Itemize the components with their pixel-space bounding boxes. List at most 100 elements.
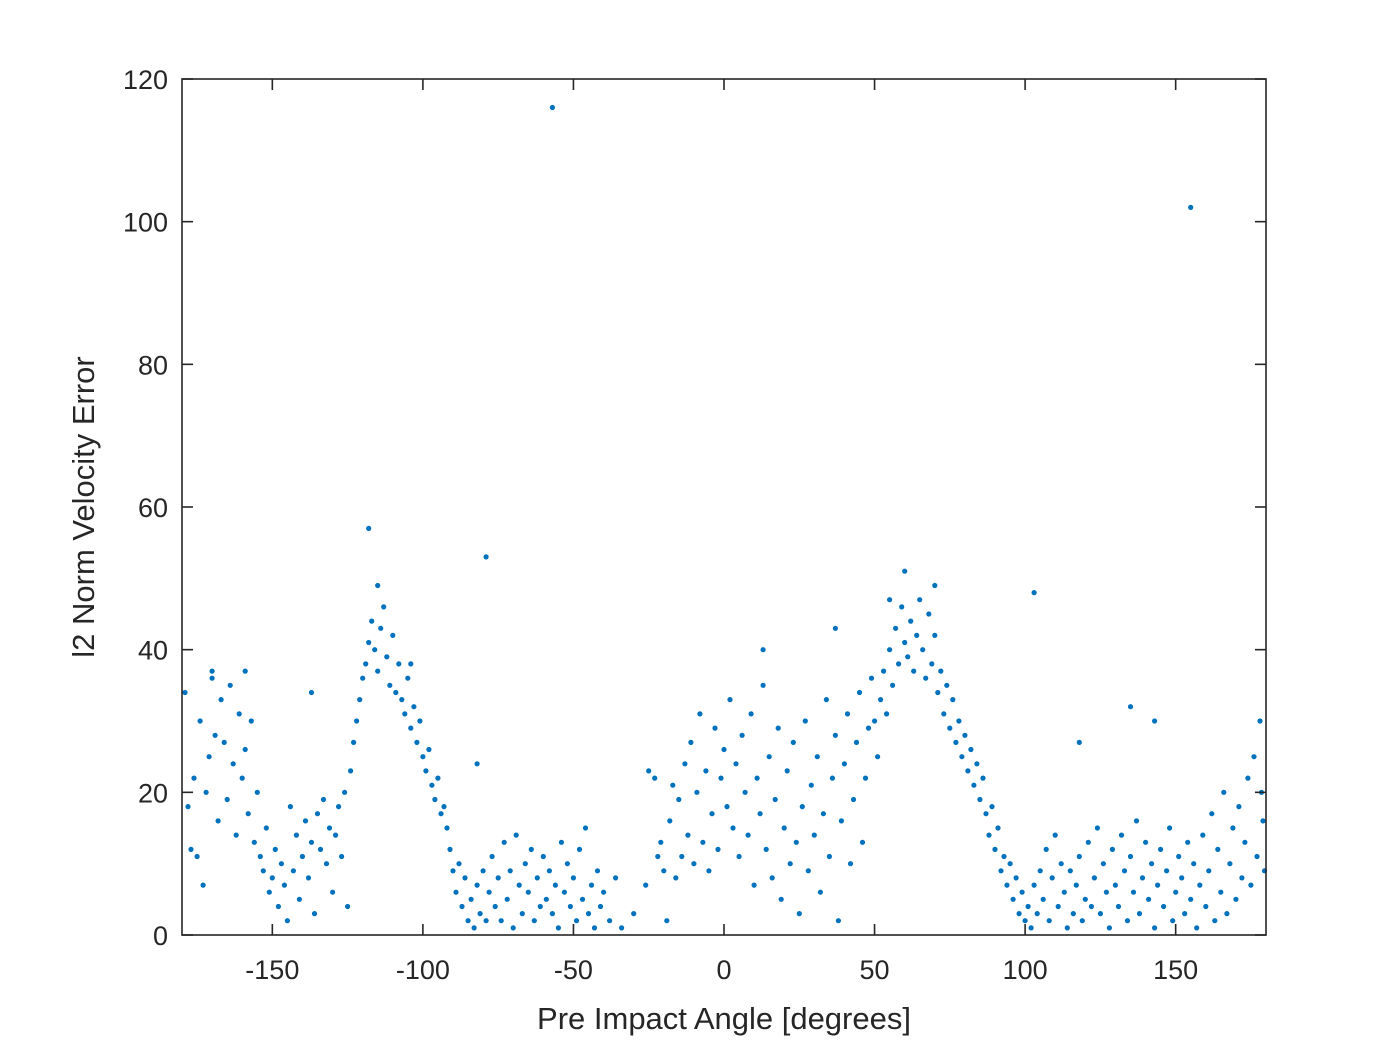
data-point (1155, 882, 1161, 888)
data-point (730, 825, 736, 831)
data-point (209, 675, 215, 681)
data-point (326, 825, 333, 831)
data-point (896, 661, 902, 667)
data-point (926, 611, 932, 617)
data-point (305, 875, 312, 881)
data-point (688, 739, 694, 746)
data-point (865, 725, 872, 731)
data-point (902, 639, 908, 646)
data-point (275, 903, 281, 910)
data-point (893, 625, 899, 631)
data-point (519, 911, 525, 917)
data-point (1046, 918, 1052, 924)
data-point (242, 668, 248, 674)
data-point (203, 789, 209, 795)
data-point (510, 925, 516, 931)
data-point (302, 818, 309, 824)
data-point (333, 832, 339, 838)
data-point (537, 903, 543, 910)
data-point (498, 918, 504, 924)
data-point (296, 896, 302, 902)
data-point (1076, 739, 1082, 746)
data-point (950, 697, 956, 703)
data-point (914, 632, 920, 639)
data-point (1112, 882, 1118, 888)
data-point (941, 711, 947, 717)
data-point (224, 796, 230, 803)
data-point (426, 746, 432, 753)
data-point (932, 582, 938, 589)
data-point (962, 732, 968, 738)
data-point (1218, 889, 1224, 895)
data-point (1170, 918, 1176, 924)
data-point (697, 711, 703, 717)
data-point (923, 675, 929, 681)
data-point (887, 647, 893, 653)
data-point (1152, 925, 1158, 931)
data-point (772, 796, 778, 803)
data-point (573, 918, 580, 924)
data-point (582, 825, 589, 831)
data-point (607, 918, 613, 924)
data-point (902, 568, 908, 574)
data-point (594, 868, 601, 874)
data-point (929, 661, 935, 667)
data-point (992, 846, 998, 853)
data-point (459, 903, 465, 910)
data-point (185, 804, 191, 810)
data-point (748, 711, 754, 717)
x-axis-title: Pre Impact Angle [degrees] (537, 1001, 911, 1036)
data-point (1188, 204, 1194, 210)
data-point (703, 768, 709, 774)
data-point (619, 925, 625, 931)
data-point (432, 796, 438, 803)
x-tick-label: 0 (716, 955, 731, 985)
data-point (1167, 825, 1173, 831)
data-point (209, 668, 215, 674)
data-point (456, 861, 462, 867)
data-point (251, 839, 257, 845)
data-point (215, 818, 221, 824)
data-point (591, 925, 598, 931)
data-point (847, 861, 854, 867)
data-point (366, 525, 372, 532)
data-point (733, 761, 739, 767)
data-point (576, 846, 583, 853)
data-point (676, 796, 682, 803)
data-point (339, 853, 345, 860)
data-point (995, 825, 1001, 831)
data-point (965, 768, 971, 774)
data-point (212, 732, 218, 738)
data-point (751, 882, 757, 888)
data-point (1076, 853, 1082, 860)
data-point (667, 818, 673, 824)
data-point (330, 889, 336, 895)
data-point (513, 832, 519, 838)
data-point (278, 861, 284, 867)
data-point (558, 839, 565, 845)
data-point (408, 661, 414, 667)
data-point (182, 689, 188, 696)
data-point (1158, 846, 1164, 853)
data-point (652, 775, 658, 781)
data-point (387, 682, 393, 688)
data-point (522, 861, 528, 867)
x-tick-label: -150 (245, 955, 299, 985)
data-point (694, 789, 700, 795)
data-point (1004, 882, 1010, 888)
data-point (1118, 832, 1125, 838)
data-point (378, 625, 384, 631)
data-point (308, 689, 315, 696)
data-point (920, 647, 926, 653)
data-point (495, 875, 501, 881)
data-point (736, 853, 742, 860)
data-point (348, 768, 354, 774)
data-point (724, 804, 730, 810)
data-point (1176, 853, 1182, 860)
data-point (272, 846, 278, 853)
data-point (1203, 903, 1209, 910)
data-point (323, 861, 330, 867)
data-point (1242, 839, 1248, 845)
data-point (1052, 832, 1058, 838)
data-point (336, 804, 342, 810)
